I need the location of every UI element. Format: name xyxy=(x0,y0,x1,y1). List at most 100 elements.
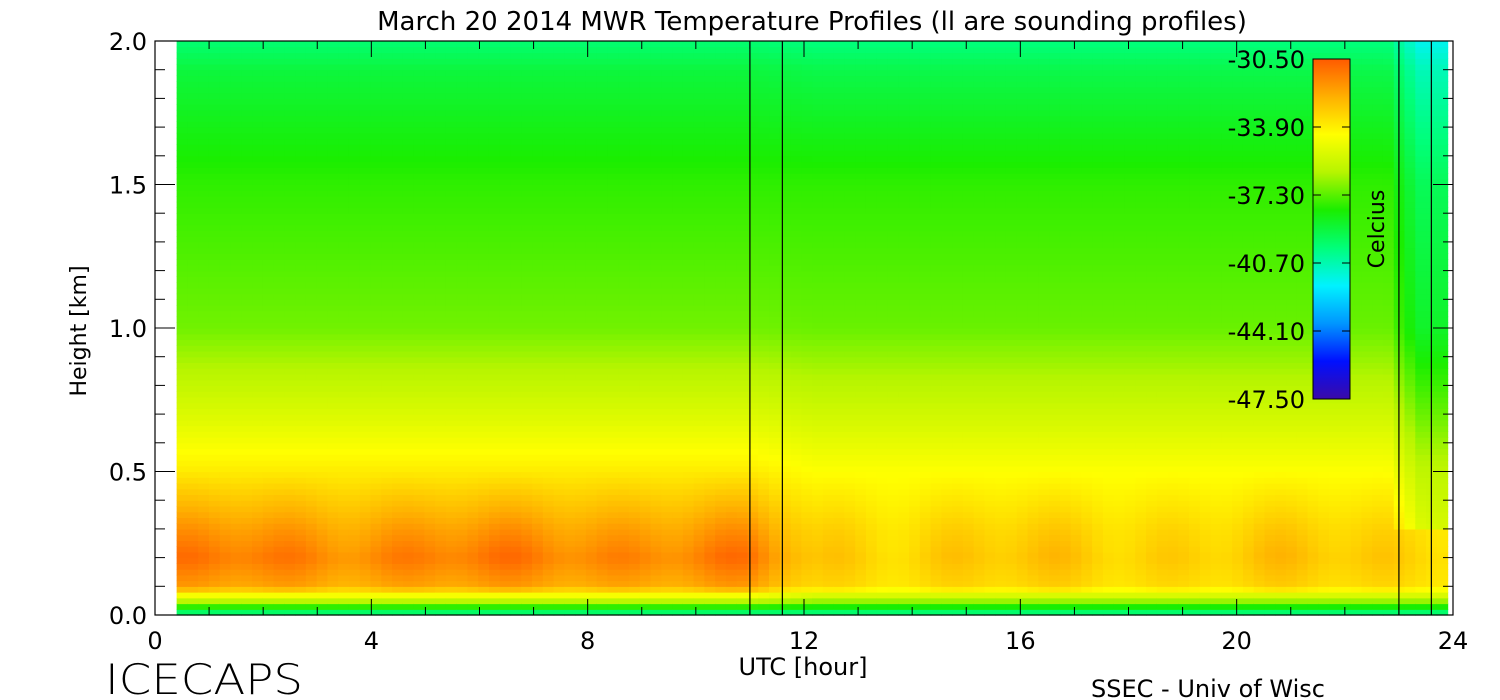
heatmap-cell xyxy=(305,385,318,392)
heatmap-cell xyxy=(661,190,673,197)
heatmap-cell xyxy=(661,115,673,122)
heatmap-cell xyxy=(252,442,264,450)
heatmap-cell xyxy=(639,293,652,300)
heatmap-cell xyxy=(176,224,188,232)
heatmap-cell xyxy=(241,540,253,547)
heatmap-cell xyxy=(564,442,576,450)
heatmap-cell xyxy=(208,379,221,386)
heatmap-cell xyxy=(262,603,275,610)
heatmap-cell xyxy=(316,402,329,409)
heatmap-cell xyxy=(241,460,253,467)
heatmap-cell xyxy=(435,155,447,163)
heatmap-cell xyxy=(424,540,436,547)
heatmap-cell xyxy=(348,494,361,501)
heatmap-cell xyxy=(542,264,555,272)
heatmap-cell xyxy=(359,264,372,272)
heatmap-cell xyxy=(456,167,469,174)
heatmap-cell xyxy=(672,460,684,467)
heatmap-cell xyxy=(618,345,630,352)
heatmap-cell xyxy=(478,328,490,335)
heatmap-cell xyxy=(273,75,285,82)
heatmap-cell xyxy=(456,373,469,381)
heatmap-cell xyxy=(661,546,673,553)
heatmap-cell xyxy=(392,385,404,392)
heatmap-cell xyxy=(553,350,565,358)
heatmap-cell xyxy=(596,167,609,174)
heatmap-cell xyxy=(402,333,415,341)
heatmap-cell xyxy=(488,471,501,478)
heatmap-cell xyxy=(424,373,436,381)
heatmap-cell xyxy=(521,523,533,530)
heatmap-cell xyxy=(585,190,598,197)
heatmap-cell xyxy=(219,230,232,237)
heatmap-cell xyxy=(704,534,716,541)
heatmap-cell xyxy=(435,92,447,99)
heatmap-cell xyxy=(392,528,404,536)
heatmap-cell xyxy=(596,213,609,220)
heatmap-cell xyxy=(262,505,275,513)
heatmap-cell xyxy=(542,173,555,180)
heatmap-cell xyxy=(284,178,296,186)
heatmap-cell xyxy=(424,419,436,427)
heatmap-cell xyxy=(607,523,619,530)
heatmap-cell xyxy=(392,310,404,318)
heatmap-cell xyxy=(327,86,339,94)
heatmap-cell xyxy=(553,437,565,444)
heatmap-cell xyxy=(564,75,576,82)
heatmap-cell xyxy=(618,425,630,432)
heatmap-cell xyxy=(241,419,253,427)
heatmap-cell xyxy=(402,92,415,99)
heatmap-cell xyxy=(176,408,188,415)
heatmap-cell xyxy=(629,282,641,289)
heatmap-cell xyxy=(629,287,641,295)
heatmap-cell xyxy=(499,81,512,88)
heatmap-cell xyxy=(532,287,544,295)
heatmap-cell xyxy=(392,184,404,191)
heatmap-cell xyxy=(316,41,329,48)
heatmap-cell xyxy=(241,551,253,559)
heatmap-cell xyxy=(359,310,372,318)
heatmap-cell xyxy=(219,523,232,530)
heatmap-cell xyxy=(575,448,587,455)
heatmap-cell xyxy=(252,477,264,484)
heatmap-cell xyxy=(672,557,684,564)
heatmap-cell xyxy=(510,46,522,54)
heatmap-cell xyxy=(532,293,544,300)
heatmap-cell xyxy=(392,454,404,461)
heatmap-cell xyxy=(682,482,695,490)
heatmap-cell xyxy=(596,184,609,191)
heatmap-cell xyxy=(338,391,350,398)
heatmap-cell xyxy=(208,236,221,243)
heatmap-cell xyxy=(672,546,684,553)
heatmap-cell xyxy=(564,138,576,145)
heatmap-cell xyxy=(295,500,307,507)
heatmap-cell xyxy=(488,75,501,82)
heatmap-cell xyxy=(661,339,673,346)
heatmap-cell xyxy=(305,276,318,283)
heatmap-cell xyxy=(187,299,199,306)
heatmap-cell xyxy=(585,270,598,277)
heatmap-cell xyxy=(488,132,501,140)
heatmap-cell xyxy=(402,425,415,432)
heatmap-cell xyxy=(499,414,512,421)
heatmap-cell xyxy=(273,155,285,163)
heatmap-cell xyxy=(370,574,382,582)
heatmap-cell xyxy=(402,574,415,582)
heatmap-cell xyxy=(618,569,630,576)
heatmap-cell xyxy=(435,69,447,77)
heatmap-cell xyxy=(445,322,458,329)
heatmap-cell xyxy=(241,500,253,507)
heatmap-cell xyxy=(381,299,393,306)
heatmap-cell xyxy=(392,563,404,570)
heatmap-cell xyxy=(435,109,447,117)
heatmap-cell xyxy=(402,391,415,398)
heatmap-cell xyxy=(402,494,415,501)
heatmap-cell xyxy=(456,109,469,117)
heatmap-cell xyxy=(241,259,253,266)
heatmap-cell xyxy=(208,310,221,318)
heatmap-cell xyxy=(607,299,619,306)
heatmap-cell xyxy=(392,213,404,220)
heatmap-cell xyxy=(402,546,415,553)
heatmap-cell xyxy=(596,230,609,237)
heatmap-cell xyxy=(381,557,393,564)
